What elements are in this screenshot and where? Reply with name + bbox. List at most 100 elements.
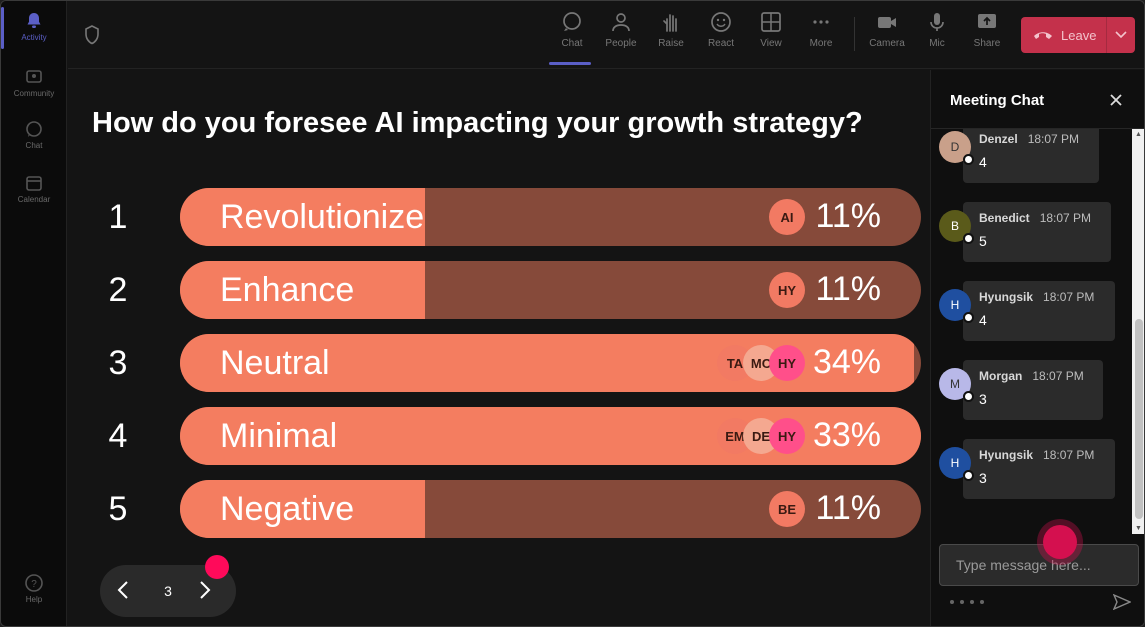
poll-option-row: 2 Enhance HY 11%	[68, 261, 930, 319]
voter-avatar: HY	[769, 345, 805, 381]
chevron-left-icon[interactable]	[116, 579, 130, 601]
poll-option-bar[interactable]: Minimal EM DE HY 33%	[180, 407, 921, 465]
send-icon[interactable]	[1113, 594, 1131, 610]
message-bubble: Morgan 18:07 PM 3	[963, 360, 1103, 420]
chevron-down-icon	[1115, 31, 1127, 39]
presence-status-icon	[963, 233, 974, 244]
toolbar-label: Camera	[869, 38, 905, 49]
poll-option-label: Revolutionize	[220, 198, 425, 236]
toolbar-more-button[interactable]: More	[798, 11, 844, 49]
avatar[interactable]: H	[939, 289, 974, 323]
chat-message: Hyungsik 18:07 PM 3 H	[931, 439, 1131, 503]
poll-option-number: 3	[108, 344, 128, 382]
poll-bar-fill	[180, 480, 425, 538]
chat-message: Benedict 18:07 PM 5 B	[931, 202, 1131, 266]
avatar[interactable]: H	[939, 447, 974, 481]
rail-item-help[interactable]: ? Help	[1, 573, 67, 604]
avatar-initial: H	[950, 456, 960, 470]
message-text: 3	[979, 470, 987, 486]
poll-option-percent: 34%	[812, 343, 881, 381]
voter-avatars: HY	[769, 272, 805, 308]
chat-message-input[interactable]: Type message here...	[939, 544, 1139, 586]
toolbar-camera-button[interactable]: Camera	[864, 11, 910, 49]
message-text: 5	[979, 233, 987, 249]
more-icon	[813, 20, 829, 24]
avatar-initial: B	[950, 219, 959, 233]
meeting-chat-panel: Meeting Chat Denzel 18:07 PM 4 D Benedict 18:…	[930, 70, 1144, 626]
rail-item-activity[interactable]: Activity	[1, 11, 67, 42]
toolbar-people-button[interactable]: People	[598, 11, 644, 49]
chat-message: Hyungsik 18:07 PM 4 H	[931, 281, 1131, 345]
shield-icon	[85, 25, 99, 45]
poll-option-row: 4 Minimal EM DE HY 33%	[68, 407, 930, 465]
toolbar-label: People	[605, 38, 637, 49]
rail-item-chat[interactable]: Chat	[1, 119, 67, 150]
meeting-toolbar: Chat People Raise React View More Camera	[68, 1, 1144, 69]
scroll-up-arrow[interactable]: ▲	[1135, 131, 1142, 138]
bell-icon	[27, 13, 41, 28]
voter-avatars: AI	[769, 199, 805, 235]
toolbar-chat-button[interactable]: Chat	[549, 11, 595, 65]
poll-option-bar[interactable]: Neutral TA MC HY 34%	[180, 334, 921, 392]
message-author: Hyungsik	[979, 290, 1034, 304]
leave-dropdown[interactable]	[1107, 31, 1135, 39]
message-bubble: Hyungsik 18:07 PM 3	[963, 439, 1115, 499]
message-author: Benedict	[979, 211, 1030, 225]
rail-item-calendar[interactable]: Calendar	[1, 173, 67, 204]
message-text: 4	[979, 154, 987, 170]
toolbar-raise-button[interactable]: Raise	[648, 11, 694, 49]
poll-option-percent: 11%	[815, 270, 881, 308]
toolbar-view-button[interactable]: View	[748, 11, 794, 49]
share-icon	[978, 14, 996, 28]
avatar-initial: M	[950, 377, 960, 391]
voter-avatars: EM DE HY	[717, 418, 805, 454]
toolbar-react-button[interactable]: React	[698, 11, 744, 49]
message-bubble: Hyungsik 18:07 PM 4	[963, 281, 1115, 341]
voter-avatar: HY	[769, 418, 805, 454]
poll-option-bar[interactable]: Revolutionize AI 11%	[180, 188, 921, 246]
voter-avatar: HY	[769, 272, 805, 308]
rail-label: Community	[13, 89, 55, 98]
avatar[interactable]: D	[939, 131, 974, 165]
chat-scrollbar[interactable]: ▲ ▼	[1132, 129, 1144, 534]
leave-button[interactable]: Leave	[1021, 17, 1135, 53]
rail-item-community[interactable]: Community	[1, 67, 67, 98]
avatar-initial: H	[950, 298, 960, 312]
chat-message: Morgan 18:07 PM 3 M	[931, 360, 1131, 424]
toolbar-mic-button[interactable]: Mic	[914, 11, 960, 49]
calendar-icon	[26, 176, 42, 191]
close-icon[interactable]	[1109, 93, 1123, 107]
rail-label: Chat	[25, 141, 43, 150]
presence-status-icon	[963, 154, 974, 165]
poll-option-number: 2	[108, 271, 128, 309]
message-author: Hyungsik	[979, 448, 1034, 462]
toolbar-label: Mic	[929, 38, 945, 49]
poll-stage: How do you foresee AI impacting your gro…	[68, 70, 930, 626]
toolbar-label: React	[707, 38, 735, 49]
toolbar-share-button[interactable]: Share	[964, 11, 1010, 49]
cursor-highlight-dot	[205, 555, 229, 579]
scroll-thumb[interactable]	[1135, 319, 1143, 519]
phone-hangup-icon	[1034, 32, 1052, 39]
scroll-down-arrow[interactable]: ▼	[1135, 525, 1142, 532]
poll-option-bar[interactable]: Negative BE 11%	[180, 480, 921, 538]
message-author: Denzel	[979, 132, 1018, 146]
voter-avatars: BE	[769, 491, 805, 527]
poll-option-percent: 11%	[815, 489, 881, 527]
rail-label: Calendar	[17, 195, 51, 204]
poll-option-bar[interactable]: Enhance HY 11%	[180, 261, 921, 319]
toolbar-label: View	[760, 38, 782, 49]
chat-format-tools[interactable]	[949, 598, 989, 608]
message-time: 18:07 PM	[1043, 290, 1095, 304]
voter-avatar: BE	[769, 491, 805, 527]
chevron-right-icon[interactable]	[198, 579, 212, 601]
avatar[interactable]: M	[939, 368, 974, 402]
poll-option-number: 4	[108, 417, 128, 455]
mic-icon	[930, 13, 944, 31]
poll-option-label: Negative	[220, 490, 355, 528]
community-icon	[26, 70, 42, 83]
chat-messages: Denzel 18:07 PM 4 D Benedict 18:07 PM 5 B Hyungs…	[931, 129, 1131, 534]
avatar[interactable]: B	[939, 210, 974, 244]
leave-main[interactable]: Leave	[1021, 17, 1107, 53]
format-icon[interactable]	[949, 598, 989, 606]
